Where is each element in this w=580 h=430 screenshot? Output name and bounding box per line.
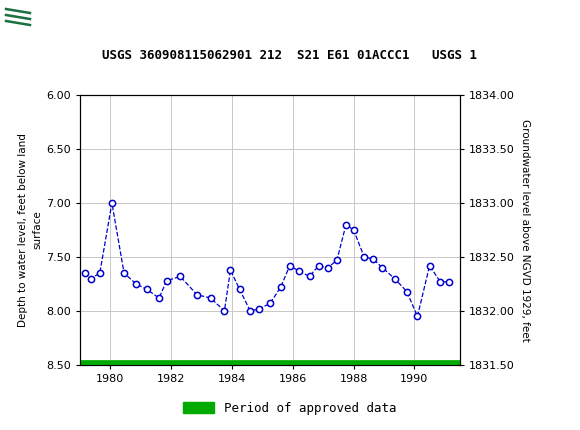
Bar	[4, 3, 72, 42]
Legend: Period of approved data: Period of approved data	[178, 397, 402, 420]
Y-axis label: Groundwater level above NGVD 1929, feet: Groundwater level above NGVD 1929, feet	[520, 119, 531, 341]
Text: USGS 360908115062901 212  S21 E61 01ACCC1   USGS 1: USGS 360908115062901 212 S21 E61 01ACCC1…	[103, 49, 477, 62]
Text: USGS: USGS	[76, 13, 136, 33]
Y-axis label: Depth to water level, feet below land
surface: Depth to water level, feet below land su…	[18, 133, 42, 327]
